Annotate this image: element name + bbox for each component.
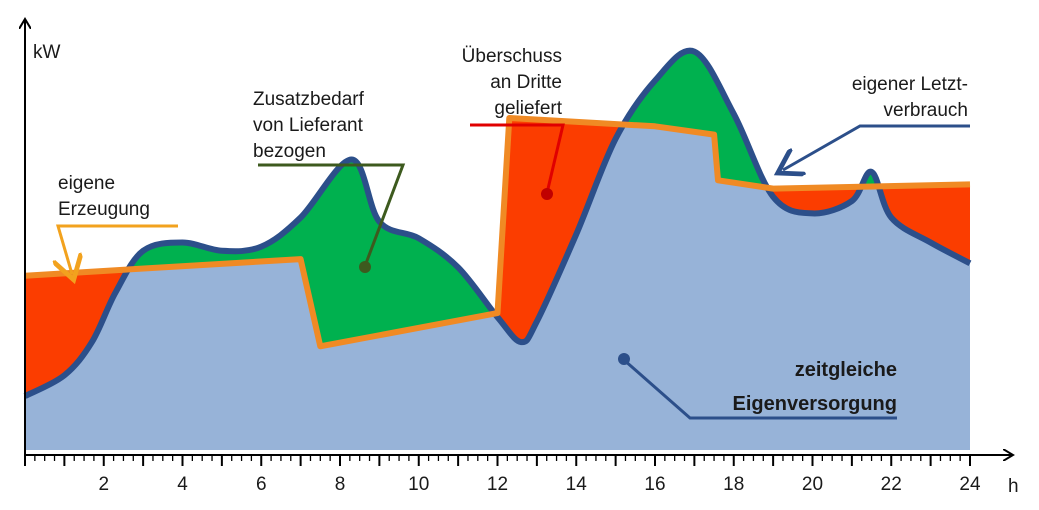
self-supply-label-line2: Eigenversorgung (733, 393, 897, 415)
self-supply-dot (618, 353, 630, 365)
x-tick-label: 8 (335, 474, 346, 495)
x-tick-label: 6 (256, 474, 267, 495)
x-minor-ticks (24, 455, 971, 466)
y-axis-label: kW (33, 42, 61, 63)
surplus-pointer (470, 123, 565, 194)
annotation-lines (58, 123, 970, 420)
generation-pointer (58, 224, 178, 274)
annotation-labels: eigene Erzeugung Zusatzbedarf von Liefer… (58, 46, 968, 415)
x-tick-label: 14 (566, 474, 588, 495)
surplus-label-line1: Überschuss (462, 46, 562, 67)
x-major-ticks: 2 4 6 8 10 12 14 16 18 20 22 24 (98, 474, 981, 495)
x-tick-label: 22 (881, 474, 902, 495)
surplus-dot (541, 188, 553, 200)
x-tick-label: 4 (177, 474, 188, 495)
consumption-line (23, 47, 972, 399)
x-tick-label: 12 (487, 474, 508, 495)
self-supply-label-line1: zeitgleiche (795, 359, 897, 381)
generation-label-line1: eigene (58, 173, 115, 194)
axes: 2 4 6 8 10 12 14 16 18 20 22 24 kW h (25, 20, 1019, 497)
generation-line (24, 115, 971, 350)
x-tick-label: 10 (408, 474, 429, 495)
surplus-label-line2: an Dritte (490, 72, 562, 93)
deficit-label-line1: Zusatzbedarf (253, 89, 365, 110)
consumption-label-line2: verbrauch (884, 100, 969, 121)
x-axis-label: h (1008, 476, 1019, 497)
deficit-label-line2: von Lieferant (253, 115, 364, 136)
x-tick-label: 24 (959, 474, 981, 495)
x-tick-label: 18 (723, 474, 744, 495)
x-tick-label: 2 (98, 474, 109, 495)
consumption-label-line1: eigener Letzt- (852, 74, 968, 95)
deficit-label-line3: bezogen (253, 141, 326, 162)
x-tick-label: 16 (644, 474, 665, 495)
consumption-pointer (783, 124, 970, 170)
surplus-label-line3: geliefert (494, 98, 562, 119)
deficit-dot (359, 261, 371, 273)
self-supply-pointer (623, 358, 897, 420)
x-tick-label: 20 (802, 474, 823, 495)
deficit-pointer (258, 163, 406, 267)
generation-label-line2: Erzeugung (58, 199, 150, 220)
